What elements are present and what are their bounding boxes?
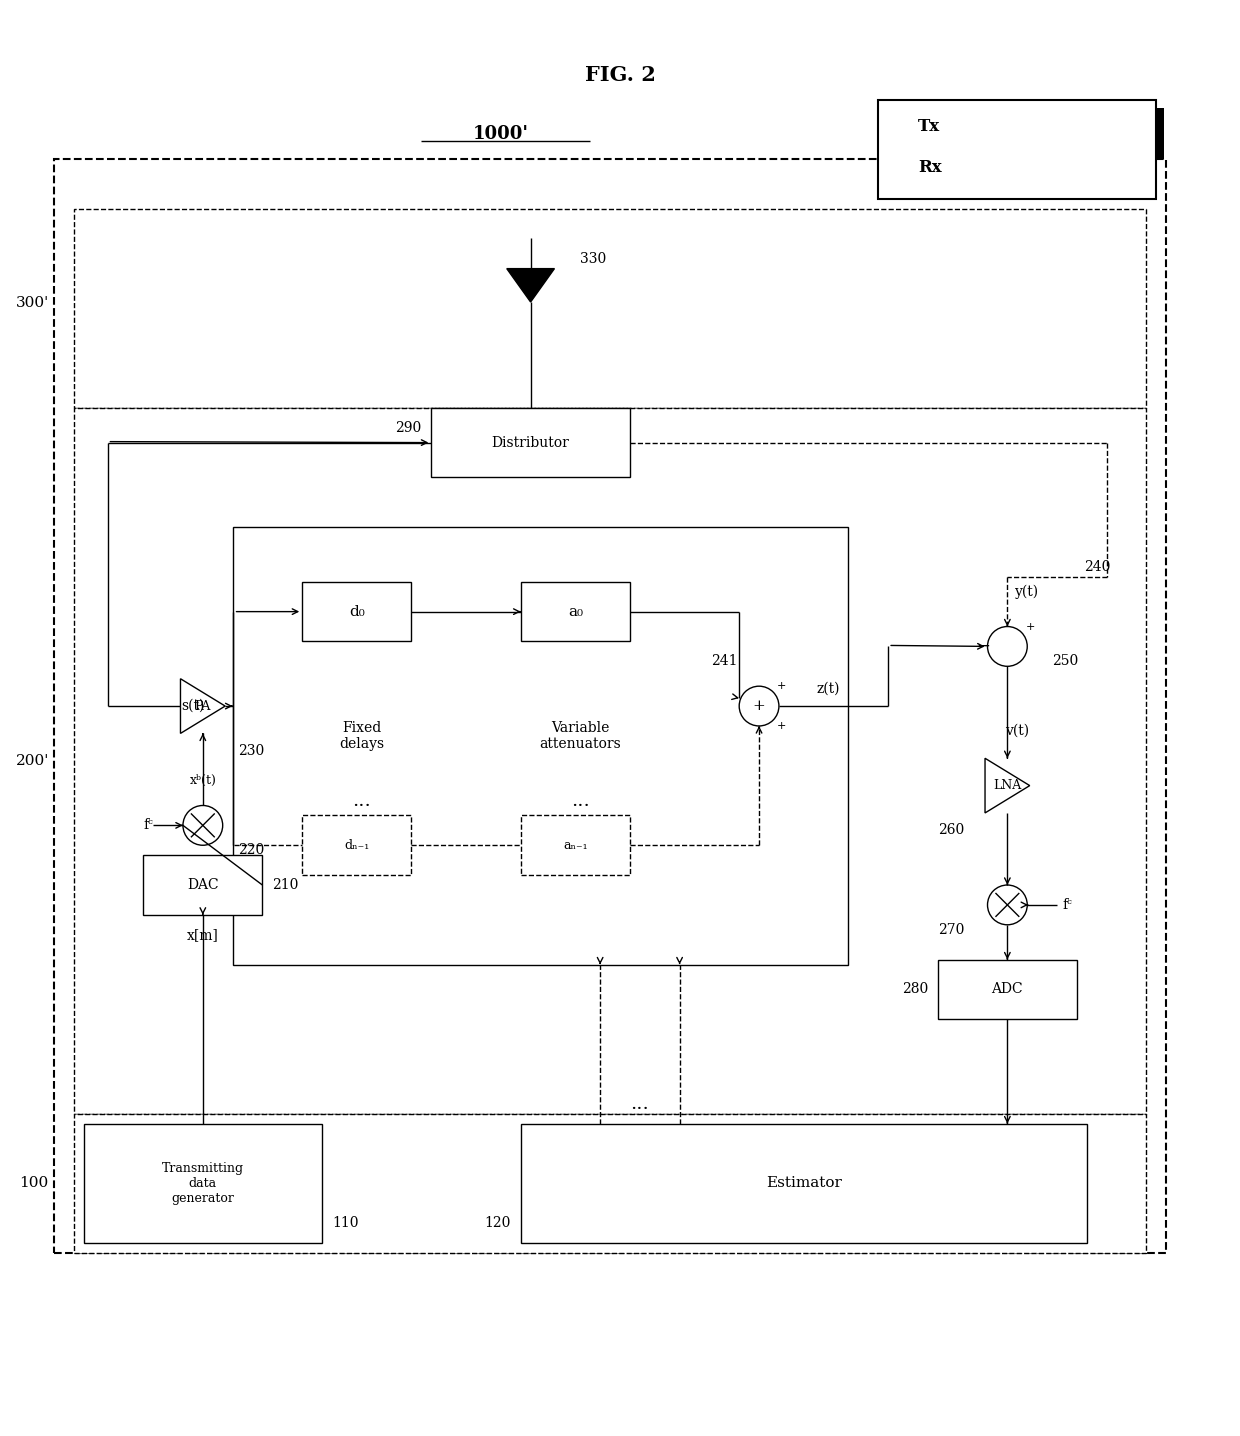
Text: 290: 290 xyxy=(396,421,422,435)
Text: 330: 330 xyxy=(580,251,606,266)
Bar xyxy=(144,856,263,915)
Text: a₀: a₀ xyxy=(568,605,583,619)
Text: dₙ₋₁: dₙ₋₁ xyxy=(345,839,370,852)
Text: 300': 300' xyxy=(16,296,48,310)
Bar xyxy=(303,582,412,642)
Bar xyxy=(432,408,630,477)
Text: Rx: Rx xyxy=(918,159,941,175)
Text: 220: 220 xyxy=(238,843,264,857)
Bar xyxy=(233,527,848,965)
Text: aₙ₋₁: aₙ₋₁ xyxy=(563,839,588,852)
Text: Estimator: Estimator xyxy=(766,1176,842,1190)
Text: −: − xyxy=(977,638,991,655)
Bar xyxy=(887,108,1164,207)
Text: y(t): y(t) xyxy=(1016,584,1039,599)
Text: +: + xyxy=(753,699,765,714)
Text: 100: 100 xyxy=(20,1176,48,1190)
Text: 1000': 1000' xyxy=(472,125,528,144)
Text: 210: 210 xyxy=(273,877,299,892)
Text: x[m]: x[m] xyxy=(187,928,218,942)
Text: +: + xyxy=(777,721,786,731)
Text: 200': 200' xyxy=(15,754,48,768)
Text: 230: 230 xyxy=(238,744,264,758)
Text: Transmitting
data
generator: Transmitting data generator xyxy=(161,1162,244,1205)
Text: 270: 270 xyxy=(937,923,965,936)
Bar xyxy=(73,210,1147,408)
Text: FIG. 2: FIG. 2 xyxy=(584,65,656,85)
Text: ...: ... xyxy=(570,791,590,810)
Text: fᶜ: fᶜ xyxy=(1061,898,1071,912)
Text: ...: ... xyxy=(352,791,371,810)
Text: ...: ... xyxy=(630,1094,650,1113)
Text: +: + xyxy=(1025,622,1035,632)
Polygon shape xyxy=(507,269,554,302)
Text: 280: 280 xyxy=(901,982,928,997)
Text: 250: 250 xyxy=(1052,655,1079,668)
Bar xyxy=(521,582,630,642)
Bar xyxy=(73,1114,1147,1252)
Text: 110: 110 xyxy=(332,1216,358,1231)
Text: Distributor: Distributor xyxy=(492,435,569,449)
Text: PA: PA xyxy=(195,699,211,712)
Bar xyxy=(521,1123,1086,1244)
Bar xyxy=(878,99,1157,200)
Text: +: + xyxy=(777,681,786,691)
Text: 240: 240 xyxy=(1084,560,1110,574)
Text: fᶜ: fᶜ xyxy=(144,819,153,833)
Text: 241: 241 xyxy=(711,655,738,668)
Text: Tx: Tx xyxy=(918,118,940,135)
Bar xyxy=(53,159,1167,1252)
Text: Fixed
delays: Fixed delays xyxy=(340,721,384,751)
Bar xyxy=(303,816,412,875)
Text: z(t): z(t) xyxy=(817,681,841,695)
Bar xyxy=(73,408,1147,1114)
Text: ADC: ADC xyxy=(992,982,1023,997)
Text: xᵇ(t): xᵇ(t) xyxy=(190,774,216,787)
Text: 120: 120 xyxy=(485,1216,511,1231)
Text: LNA: LNA xyxy=(993,780,1022,793)
Bar xyxy=(937,959,1076,1020)
Text: s(t): s(t) xyxy=(181,699,205,714)
Text: d₀: d₀ xyxy=(348,605,365,619)
Text: Variable
attenuators: Variable attenuators xyxy=(539,721,621,751)
Text: v(t): v(t) xyxy=(1006,724,1029,738)
Text: 260: 260 xyxy=(937,823,963,837)
Bar xyxy=(521,816,630,875)
Bar xyxy=(83,1123,322,1244)
Text: DAC: DAC xyxy=(187,877,218,892)
